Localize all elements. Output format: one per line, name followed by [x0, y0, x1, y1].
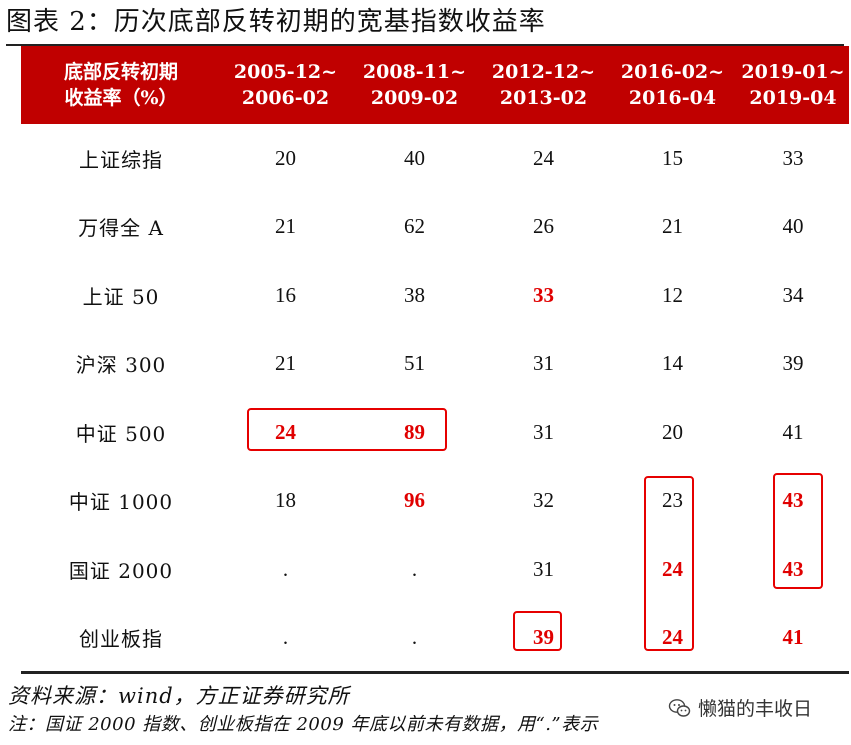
table-cell: 39 [782, 351, 804, 376]
table-cell-highlighted: 33 [533, 282, 554, 307]
table-cell-highlighted: 24 [662, 556, 683, 581]
table-cell: 31 [533, 419, 554, 444]
table-cell: 31 [533, 351, 554, 376]
watermark: 懒猫的丰收日 [668, 694, 812, 721]
table-cell: . [411, 624, 418, 649]
returns-table: 底部反转初期 收益率（%） 2005-12~ 2006-02 2008-11~ 20… [21, 46, 849, 674]
watermark-text: 懒猫的丰收日 [698, 698, 813, 720]
title-rule [6, 44, 844, 46]
table-cell: 21 [662, 214, 683, 239]
table-cell: . [282, 556, 289, 581]
table-cell: 51 [404, 351, 425, 376]
row-label: 上证 50 [82, 284, 160, 309]
table-cell-highlighted: 96 [404, 488, 425, 513]
table-cell-highlighted: 89 [404, 419, 425, 444]
header-period-2: 2008-11~ 2009-02 [362, 61, 467, 109]
table-cell: 16 [275, 282, 296, 307]
table-cell: 62 [404, 214, 425, 239]
table-row: 中证 1000 18 96 32 23 43 [21, 467, 849, 536]
row-label: 上证综指 [79, 147, 163, 172]
table-row: 上证综指 20 40 24 15 33 [21, 124, 849, 193]
table-cell: 20 [275, 145, 296, 170]
highlight-box-zz500 [247, 408, 447, 451]
table-cell: 33 [782, 145, 804, 170]
header-row-label: 底部反转初期 收益率（%） [63, 61, 178, 109]
table-cell-highlighted: 24 [662, 624, 683, 649]
table-cell: 20 [662, 419, 683, 444]
table-row: 沪深 300 21 51 31 14 39 [21, 330, 849, 399]
highlight-box-2012-cyb [513, 611, 562, 651]
table-cell: 21 [275, 214, 296, 239]
table-cell-highlighted: 43 [782, 488, 804, 513]
table-cell: 14 [662, 351, 683, 376]
table-cell: . [411, 556, 418, 581]
table-cell: 40 [404, 145, 425, 170]
row-label: 中证 1000 [68, 490, 174, 515]
table-cell: 21 [275, 351, 296, 376]
row-label: 中证 500 [75, 421, 167, 446]
table-cell: 41 [782, 419, 804, 444]
table-row: 中证 500 24 89 31 20 41 [21, 398, 849, 467]
row-label: 沪深 300 [75, 353, 167, 378]
highlight-box-2019-zz1000-2000 [773, 473, 823, 589]
header-period-4: 2016-02~ 2016-04 [620, 61, 725, 109]
table-row: 国证 2000 . . 31 24 43 [21, 535, 849, 604]
table-row: 上证 50 16 38 33 12 34 [21, 261, 849, 330]
table-cell: 32 [533, 488, 554, 513]
header-period-1: 2005-12~ 2006-02 [233, 61, 338, 109]
table-cell-highlighted: 24 [275, 419, 296, 444]
table-cell: 24 [533, 145, 554, 170]
table-cell-highlighted: 39 [533, 624, 554, 649]
table-cell: 18 [275, 488, 296, 513]
table-cell-highlighted: 43 [782, 556, 804, 581]
table-cell: . [282, 624, 289, 649]
table-cell: 31 [533, 556, 554, 581]
highlight-box-2016-zz1000-2000-cyb [644, 476, 694, 651]
table-row: 创业板指 . . 39 24 41 [21, 604, 849, 672]
table-cell: 34 [782, 282, 804, 307]
row-label: 国证 2000 [68, 558, 174, 583]
table-cell: 26 [533, 214, 554, 239]
header-period-5: 2019-01~ 2019-04 [741, 61, 845, 109]
source-note: 资料来源：wind，方正证券研究所 [8, 684, 350, 708]
table-cell: 12 [662, 282, 683, 307]
row-label: 创业板指 [79, 626, 163, 651]
footnote: 注：国证 2000 指数、创业板指在 2009 年底以前未有数据，用“.”表示 [8, 714, 599, 735]
wechat-icon [668, 698, 691, 717]
header-row: 底部反转初期 收益率（%） 2005-12~ 2006-02 2008-11~ 20… [21, 46, 849, 124]
table-cell: 15 [662, 145, 683, 170]
table-row: 万得全 A 21 62 26 21 40 [21, 193, 849, 262]
row-label: 万得全 A [78, 216, 164, 241]
table-cell: 38 [404, 282, 425, 307]
figure-title: 图表 2：历次底部反转初期的宽基指数收益率 [6, 7, 546, 37]
table-cell: 23 [662, 488, 683, 513]
table-cell-highlighted: 41 [782, 624, 804, 649]
table-cell: 40 [782, 214, 804, 239]
header-period-3: 2012-12~ 2013-02 [491, 61, 596, 109]
